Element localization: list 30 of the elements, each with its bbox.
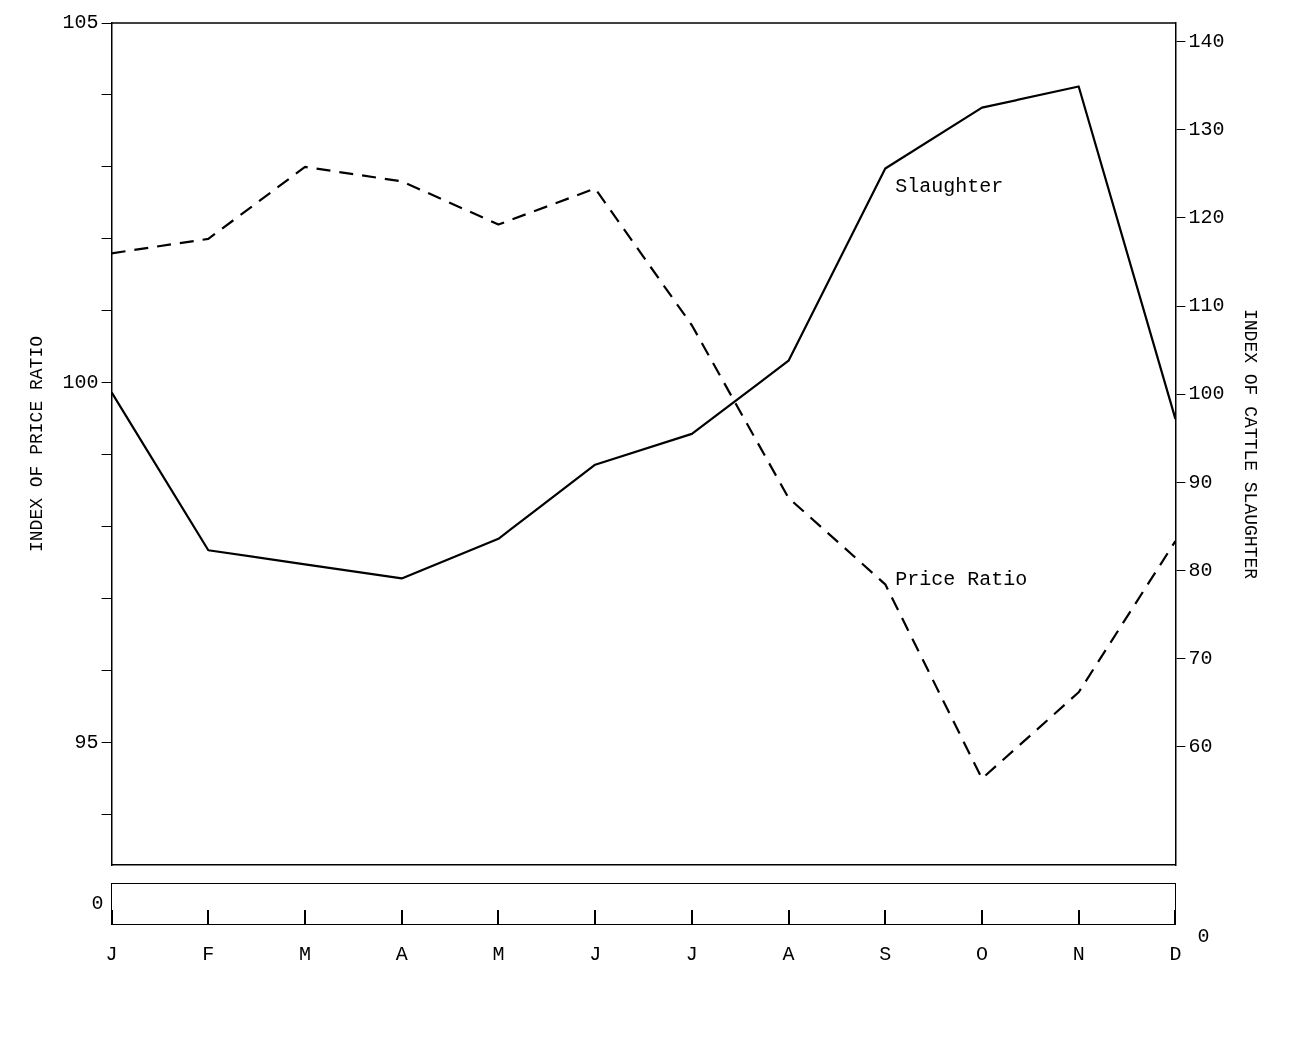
y2-tick-label: 110 <box>1188 294 1225 318</box>
x-tick-label: J <box>589 943 602 967</box>
y2-tick-label: 90 <box>1188 470 1213 494</box>
x-tick-label: D <box>1169 943 1182 967</box>
y-tick-label: 100 <box>62 371 99 395</box>
y2-tick-label: 70 <box>1188 646 1213 670</box>
y2-tick-label: 60 <box>1188 735 1213 759</box>
x-tick-label: F <box>202 943 215 967</box>
y-tick-label: 105 <box>62 11 99 35</box>
x-tick-label: S <box>879 943 892 967</box>
y2-tick-label: 140 <box>1188 29 1225 53</box>
x-tick-label: O <box>975 943 988 967</box>
series-label: Price Ratio <box>895 567 1028 591</box>
x-tick-label: M <box>492 943 505 967</box>
y2-tick-label: 80 <box>1188 558 1213 582</box>
x-tick-label: A <box>782 943 795 967</box>
y2-tick-label: 130 <box>1188 117 1225 141</box>
y2-tick-label: 100 <box>1188 382 1225 406</box>
text: 0 <box>91 892 104 916</box>
x-tick-label: M <box>299 943 312 967</box>
x-tick-label: N <box>1072 943 1085 967</box>
y-tick-label: 95 <box>74 730 99 754</box>
x-tick-label: J <box>105 943 118 967</box>
y2-axis-title: INDEX OF CATTLE SLAUGHTER <box>1240 308 1261 580</box>
y-axis-title: INDEX OF PRICE RATIO <box>26 335 47 553</box>
y2-tick-label: 120 <box>1188 206 1225 230</box>
x-tick-label: A <box>395 943 408 967</box>
x-tick-label: J <box>685 943 698 967</box>
series-label: Slaughter <box>895 174 1004 198</box>
text: 0 <box>1197 925 1210 949</box>
